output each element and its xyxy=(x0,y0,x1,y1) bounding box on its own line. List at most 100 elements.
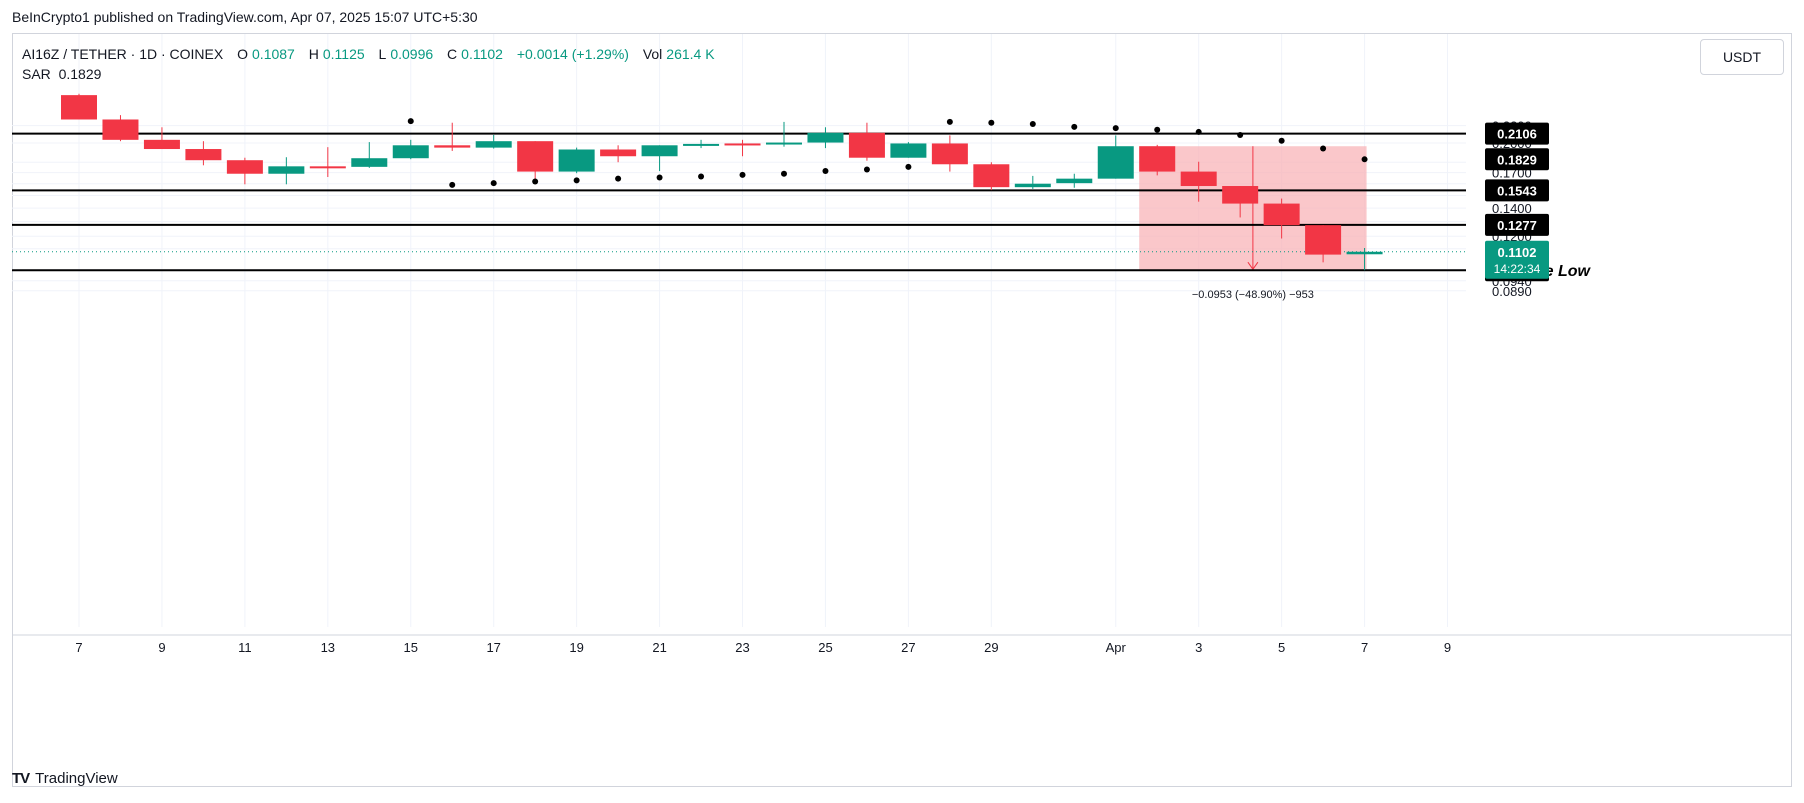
candle[interactable] xyxy=(102,115,139,142)
level-price-label: 0.2106 xyxy=(1497,127,1537,142)
price-tick-label: 0.0890 xyxy=(1492,284,1532,299)
candle-body xyxy=(1097,146,1134,179)
current-price-label: 0.1102 xyxy=(1497,245,1536,260)
candle[interactable] xyxy=(1263,198,1300,239)
level-price-label: 0.1543 xyxy=(1497,183,1537,198)
candle-body xyxy=(517,141,554,172)
sar-dot xyxy=(739,171,746,178)
candle-body xyxy=(848,132,885,158)
candle[interactable] xyxy=(1014,175,1051,189)
time-tick-label: 5 xyxy=(1278,640,1285,655)
brand-name: TradingView xyxy=(35,770,118,787)
time-tick-label: 17 xyxy=(486,640,500,655)
price-tick-label: 0.1400 xyxy=(1492,201,1532,216)
level-price-badge: 0.1543 xyxy=(1485,179,1549,202)
sar-legend: SAR 0.1829 xyxy=(22,66,101,82)
candle[interactable] xyxy=(641,145,678,172)
sar-price-label: 0.1829 xyxy=(1497,152,1537,167)
sar-dot xyxy=(822,168,829,175)
candle[interactable] xyxy=(1305,225,1342,263)
candle-body xyxy=(683,143,720,146)
low-value: 0.0996 xyxy=(390,46,434,62)
candle-body xyxy=(641,145,678,157)
sar-dot xyxy=(1195,128,1202,135)
sar-dot xyxy=(698,173,705,180)
sar-dot xyxy=(905,163,912,170)
candle[interactable] xyxy=(1222,186,1259,218)
sar-value: 0.1829 xyxy=(58,66,102,82)
candle[interactable] xyxy=(475,134,512,149)
candle-body xyxy=(226,160,263,174)
candle[interactable] xyxy=(517,141,554,180)
candle-body xyxy=(890,143,927,158)
candle[interactable] xyxy=(1180,161,1217,202)
candle-body xyxy=(807,132,844,143)
candle[interactable] xyxy=(351,142,388,168)
time-tick-label: 7 xyxy=(75,640,82,655)
candle[interactable] xyxy=(226,157,263,185)
sar-dot xyxy=(407,118,414,125)
candle-body xyxy=(931,143,968,165)
candle-body xyxy=(1014,183,1051,188)
candle[interactable] xyxy=(61,93,97,120)
footer-brand[interactable]: TV TradingView xyxy=(12,770,118,787)
candle-body xyxy=(475,141,512,148)
candle[interactable] xyxy=(600,145,637,163)
candle-body xyxy=(61,95,97,120)
candle-body xyxy=(1346,251,1383,255)
candle[interactable] xyxy=(724,139,761,157)
time-tick-label: 21 xyxy=(652,640,666,655)
candle[interactable] xyxy=(683,139,720,149)
candle-body xyxy=(268,166,305,174)
currency-button[interactable]: USDT xyxy=(1700,39,1784,75)
candle[interactable] xyxy=(848,122,885,161)
candle[interactable] xyxy=(1056,173,1093,188)
candle-body xyxy=(1263,203,1300,226)
sar-dot xyxy=(532,178,539,185)
candle-body xyxy=(392,145,429,159)
symbol-name[interactable]: AI16Z / TETHER · 1D · COINEX xyxy=(22,46,224,62)
candle-body xyxy=(765,142,802,145)
candle[interactable] xyxy=(1139,144,1176,176)
candle[interactable] xyxy=(1346,247,1383,271)
level-price-label: 0.1277 xyxy=(1497,218,1537,233)
candle-body xyxy=(434,145,471,148)
candle-body xyxy=(558,149,595,172)
candle[interactable] xyxy=(765,121,802,147)
sar-dot xyxy=(1154,126,1161,133)
sar-dot xyxy=(1278,137,1285,144)
symbol-legend: AI16Z / TETHER · 1D · COINEX O 0.1087 H 0.… xyxy=(22,46,715,62)
time-tick-label: 23 xyxy=(735,640,749,655)
level-price-badge: 0.2106 xyxy=(1485,122,1549,145)
candle-body xyxy=(1305,225,1342,255)
time-tick-label: 15 xyxy=(404,640,418,655)
candle[interactable] xyxy=(434,122,471,151)
sar-dot xyxy=(490,180,497,187)
candle-body xyxy=(185,149,222,161)
candle[interactable] xyxy=(807,127,844,149)
candle[interactable] xyxy=(973,162,1010,191)
close-value: 0.1102 xyxy=(461,46,503,62)
level-price-badge: 0.1277 xyxy=(1485,213,1549,236)
candle-body xyxy=(309,166,346,169)
candle[interactable] xyxy=(558,147,595,174)
candle[interactable] xyxy=(309,147,346,178)
sar-dot xyxy=(1237,131,1244,138)
candle[interactable] xyxy=(392,139,429,160)
candle-body xyxy=(102,119,139,140)
candle[interactable] xyxy=(268,157,305,185)
candle[interactable] xyxy=(890,142,927,158)
candle-body xyxy=(351,158,388,167)
publisher-caption: BeInCrypto1 published on TradingView.com… xyxy=(12,9,478,25)
candle[interactable] xyxy=(931,135,968,172)
sar-dot xyxy=(1112,125,1119,132)
candle[interactable] xyxy=(143,127,180,150)
sar-price-badge: 0.1829 xyxy=(1485,148,1549,171)
sar-label: SAR xyxy=(22,66,51,82)
time-tick-label: 29 xyxy=(984,640,998,655)
candle[interactable] xyxy=(185,141,222,166)
sar-dot xyxy=(1071,123,1078,130)
candle-countdown: 14:22:34 xyxy=(1494,262,1541,276)
candle[interactable] xyxy=(1097,135,1134,179)
